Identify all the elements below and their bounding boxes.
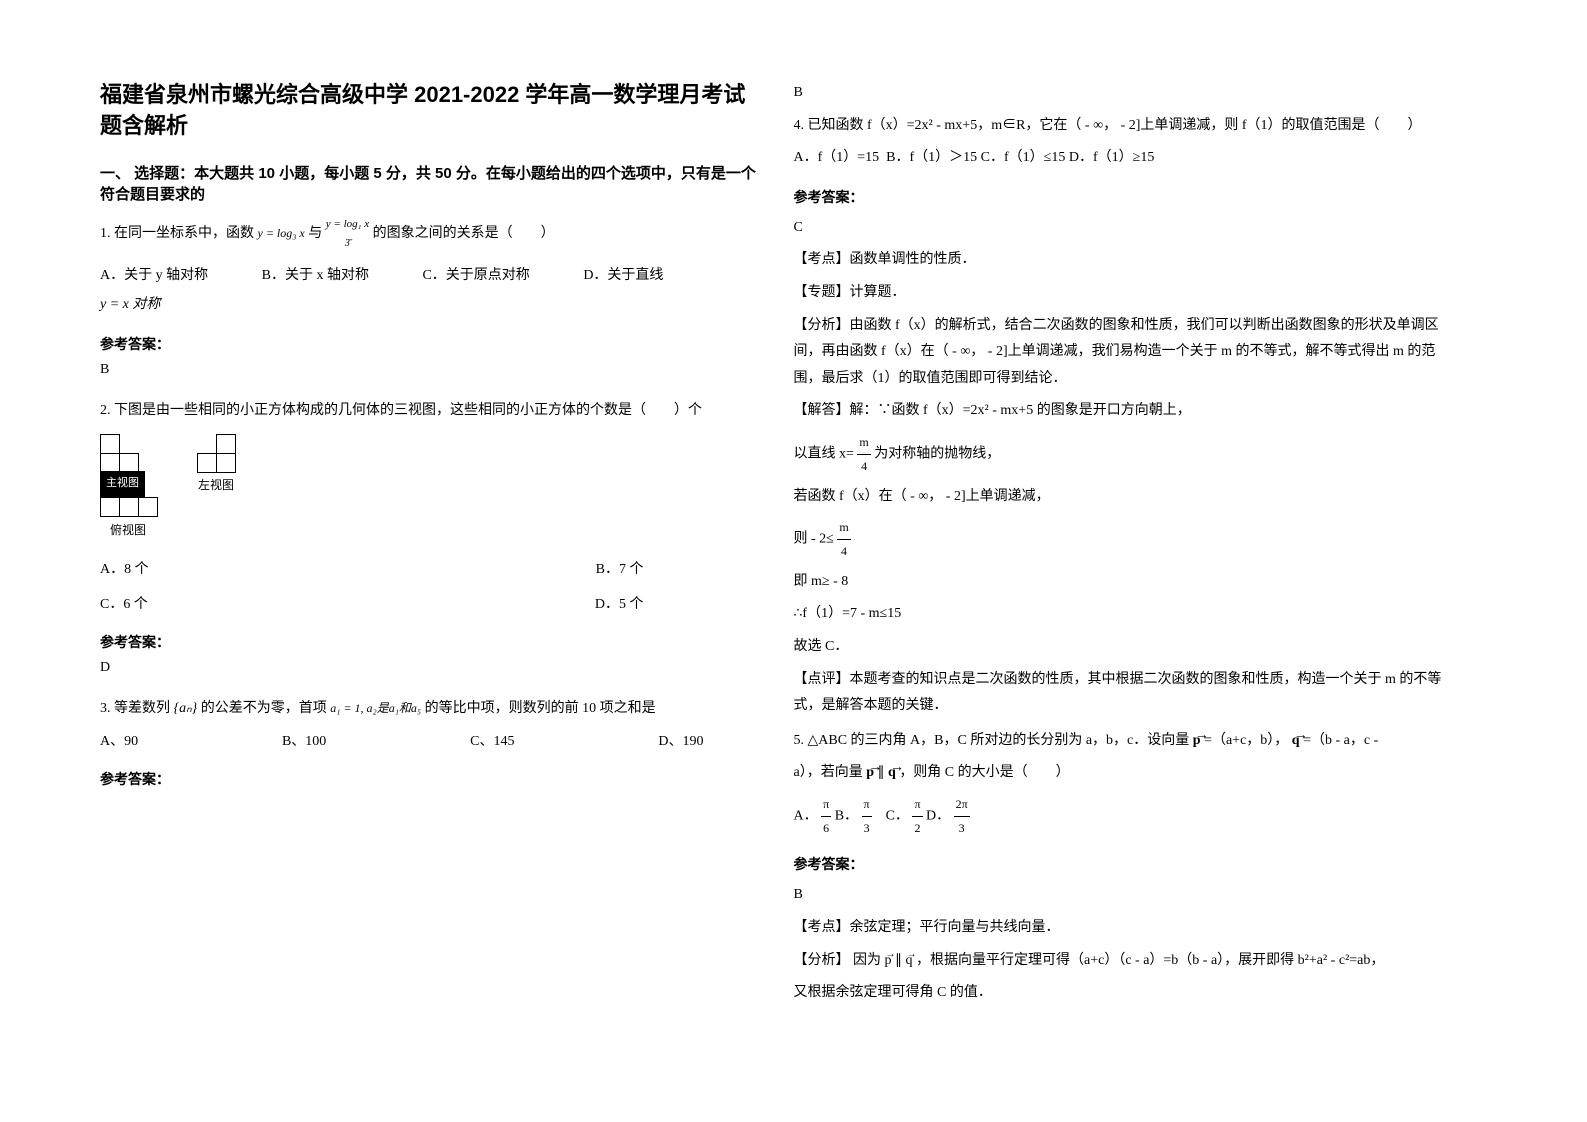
q5-line2-pre: a），若向量 <box>794 765 863 780</box>
q3-a1: a₁ = 1, a₂是a₁和a₅ <box>330 701 421 715</box>
q3-optA: A、90 <box>100 729 138 754</box>
q2-answer: D <box>100 660 764 676</box>
q5-qdef: =（b - a，c - <box>1303 733 1378 748</box>
q2-optC: C．6 个 <box>100 592 148 617</box>
q1-optB: B．关于 x 轴对称 <box>262 261 369 292</box>
q4-answer: C <box>794 215 1458 242</box>
q3-optB: B、100 <box>282 729 326 754</box>
q5-optC-pre: C． <box>886 808 909 823</box>
q3-optD: D、190 <box>658 729 703 754</box>
q5-fenxi-suf: ，根据向量平行定理可得（a+c）（c - a）=b（b - a），展开即得 b²… <box>916 953 1384 968</box>
q3-answer-label: 参考答案： <box>100 769 764 789</box>
q1-mid: 与 <box>308 226 326 241</box>
q1-optD: D．关于直线 <box>583 261 663 292</box>
q3-mid1: 的公差不为零，首项 <box>201 701 327 716</box>
question-1: 1. 在同一坐标系中，函数 y = log₃ x 与 y = log₁ x 3̄… <box>100 214 764 319</box>
left-column: 福建省泉州市螺光综合高级中学 2021-2022 学年高一数学理月考试题含解析 … <box>100 80 794 1042</box>
q4-zhuanti-label: 【专题】 <box>794 285 850 300</box>
q5-fenxi-label: 【分析】 <box>794 953 850 968</box>
q4-jieda-l1: 解：∵函数 f（x）=2x² - mx+5 的图象是开口方向朝上， <box>850 403 1191 418</box>
q4-dianping: 本题考查的知识点是二次函数的性质，其中根据二次函数的图象和性质，构造一个关于 m… <box>794 672 1442 714</box>
question-2: 2. 下图是由一些相同的小正方体构成的几何体的三视图，这些相同的小正方体的个数是… <box>100 398 764 617</box>
q4-jieda-l4-pre: 则 - 2≤ <box>794 532 834 547</box>
q2-optD: D．5 个 <box>595 592 644 617</box>
q5-kaodian: 余弦定理；平行向量与共线向量． <box>850 920 1060 935</box>
q1-answer: B <box>100 362 764 378</box>
q2-front-label: 主视图 <box>100 471 145 497</box>
q2-optA: A．8 个 <box>100 557 149 582</box>
q4-optC: C．f（1）≤15 <box>981 150 1066 165</box>
q2-left-label: 左视图 <box>198 475 234 497</box>
q5-fenxi-mid: ∥ <box>895 953 902 968</box>
q3-prefix: 3. 等差数列 <box>100 701 170 716</box>
page-title: 福建省泉州市螺光综合高级中学 2021-2022 学年高一数学理月考试题含解析 <box>100 80 764 142</box>
q4-fenxi: 由函数 f（x）的解析式，结合二次函数的图象和性质，我们可以判断出函数图象的形状… <box>794 318 1439 386</box>
q4-optA: A．f（1）=15 <box>794 150 880 165</box>
q2-optB: B．7 个 <box>596 557 644 582</box>
q2-answer-label: 参考答案： <box>100 632 764 652</box>
q4-jieda-l2-pre: 以直线 x= <box>794 446 858 461</box>
q1-answer-label: 参考答案： <box>100 334 764 354</box>
q4-fenxi-label: 【分析】 <box>794 318 850 333</box>
section-heading: 一、 选择题：本大题共 10 小题，每小题 5 分，共 50 分。在每小题给出的… <box>100 162 764 204</box>
q2-text: 2. 下图是由一些相同的小正方体构成的几何体的三视图，这些相同的小正方体的个数是… <box>100 398 764 425</box>
q1-expr2-bot: 3̄ <box>326 234 369 253</box>
q4-jieda-l3: 若函数 f（x）在（ - ∞， - 2]上单调递减， <box>794 484 1458 511</box>
q5-answer-label: 参考答案： <box>794 854 1458 874</box>
q5-fenxi-pre: 因为 <box>853 953 881 968</box>
q3-seq: {aₙ} <box>174 701 198 716</box>
question-5: 5. △ABC 的三内角 A，B，C 所对边的长分别为 a，b，c．设向量 →p… <box>794 728 1458 840</box>
q5-optA-pre: A． <box>794 808 818 823</box>
question-3: 3. 等差数列 {aₙ} 的公差不为零，首项 a₁ = 1, a₂是a₁和a₅ … <box>100 696 764 754</box>
q5-answer: B <box>794 882 1458 909</box>
q1-expr1: y = log₃ x <box>258 226 305 240</box>
right-column: B 4. 已知函数 f（x）=2x² - mx+5，m∈R，它在（ - ∞， -… <box>794 80 1488 1042</box>
q3-answer: B <box>794 80 1458 107</box>
q3-mid2: 的等比中项，则数列的前 10 项之和是 <box>425 701 656 716</box>
q4-zhuanti: 计算题． <box>850 285 906 300</box>
q4-jieda-label: 【解答】 <box>794 403 850 418</box>
q1-optA: A．关于 y 轴对称 <box>100 261 208 292</box>
q4-kaodian-label: 【考点】 <box>794 252 850 267</box>
q5-pdef: =（a+c，b）， <box>1204 733 1288 748</box>
q2-diagram: 主视图 左视图 俯视图 <box>100 434 764 541</box>
question-4: 4. 已知函数 f（x）=2x² - mx+5，m∈R，它在（ - ∞， - 2… <box>794 113 1458 172</box>
q4-optB: B．f（1）＞15 <box>886 150 977 165</box>
q1-text-prefix: 1. 在同一坐标系中，函数 <box>100 226 254 241</box>
q5-line2-suf: ，则角 C 的大小是（ ） <box>899 765 1069 780</box>
q4-dianping-label: 【点评】 <box>794 672 850 687</box>
q1-optC: C．关于原点对称 <box>422 261 529 292</box>
q5-text-pre: 5. △ABC 的三内角 A，B，C 所对边的长分别为 a，b，c．设向量 <box>794 733 1190 748</box>
q4-jieda-l7: 故选 C． <box>794 634 1458 661</box>
q4-jieda-l5: 即 m≥ - 8 <box>794 569 1458 596</box>
q4-answer-label: 参考答案： <box>794 187 1458 207</box>
q4-jieda-l6: ∴f（1）=7 - m≤15 <box>794 601 1458 628</box>
q5-fenxi-l2: 又根据余弦定理可得角 C 的值． <box>794 980 1458 1007</box>
q5-kaodian-label: 【考点】 <box>794 920 850 935</box>
q4-jieda-l2-suf: 为对称轴的抛物线， <box>874 446 1000 461</box>
q4-kaodian: 函数单调性的性质． <box>850 252 976 267</box>
q2-top-label: 俯视图 <box>110 520 764 542</box>
q4-text: 4. 已知函数 f（x）=2x² - mx+5，m∈R，它在（ - ∞， - 2… <box>794 113 1458 140</box>
q1-expr2-top: y = log₁ x <box>326 214 369 235</box>
q1-optD2: y = x 对称 <box>100 297 160 312</box>
q3-optC: C、145 <box>470 729 514 754</box>
q1-text-suffix: 的图象之间的关系是（ ） <box>373 226 555 241</box>
q4-optD: D．f（1）≥15 <box>1069 150 1154 165</box>
frac-m4: m4 <box>857 431 870 478</box>
frac-m4-2: m4 <box>837 516 850 563</box>
q5-optB-pre: B． <box>835 808 858 823</box>
q5-optD-pre: D． <box>926 808 950 823</box>
